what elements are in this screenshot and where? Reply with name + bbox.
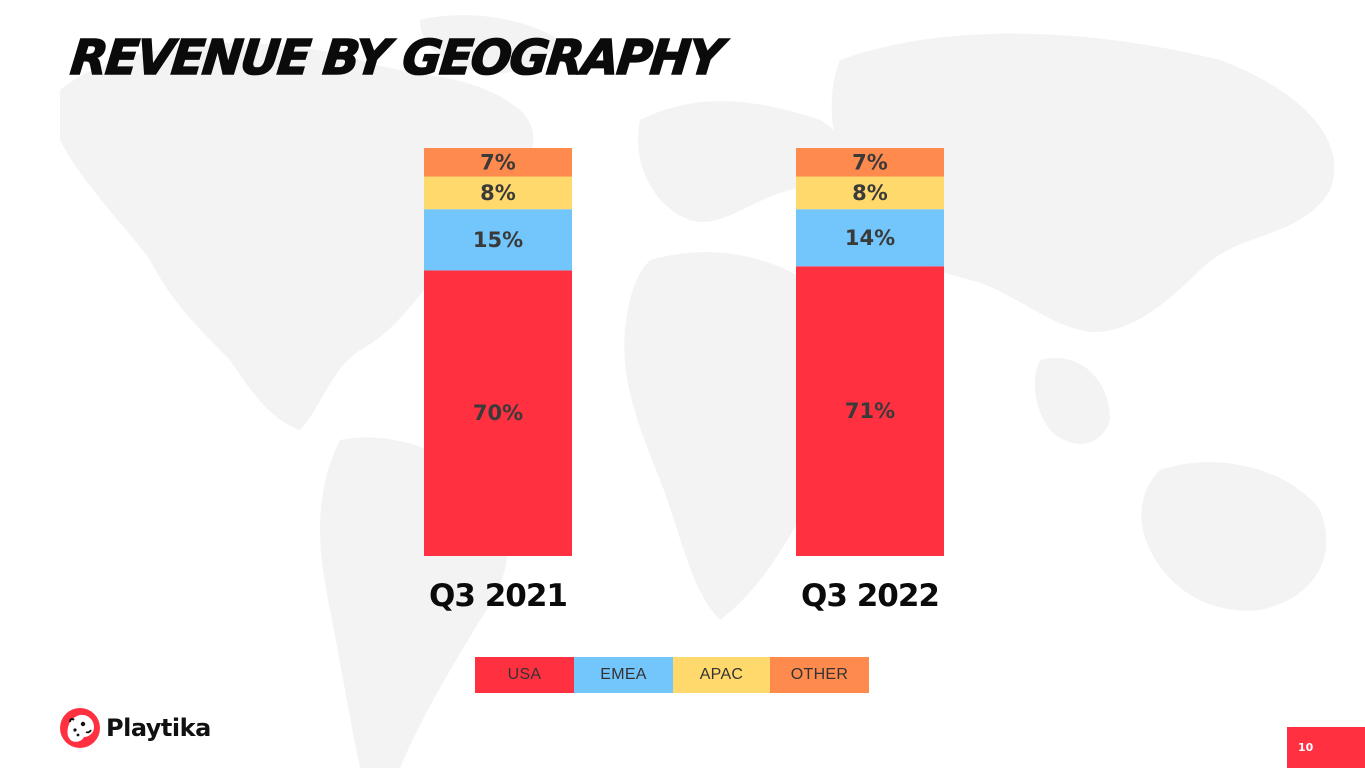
- category-label-1: Q3 2021: [429, 578, 567, 614]
- data-label-emea-2: 14%: [845, 226, 895, 250]
- data-label-other-2: 7%: [852, 150, 888, 174]
- data-label-emea-1: 15%: [473, 228, 523, 252]
- legend-item-emea: EMEA: [574, 657, 673, 693]
- bar-segment-usa-1: [424, 270, 572, 556]
- data-label-other-1: 7%: [480, 150, 516, 174]
- bar-segment-other-2: [796, 148, 944, 177]
- bar-segment-usa-2: [796, 266, 944, 556]
- bar-segment-emea-1: [424, 209, 572, 271]
- data-label-usa-2: 71%: [845, 399, 895, 423]
- data-label-apac-1: 8%: [480, 181, 516, 205]
- legend-item-other: OTHER: [770, 657, 869, 693]
- data-label-usa-1: 70%: [473, 401, 523, 425]
- chart-legend: USA EMEA APAC OTHER: [475, 657, 869, 693]
- bar-segment-apac-2: [796, 176, 944, 210]
- data-label-apac-2: 8%: [852, 181, 888, 205]
- bar-segment-apac-1: [424, 176, 572, 210]
- bar-segment-other-1: [424, 148, 572, 177]
- brand-name: Playtika: [106, 714, 211, 742]
- page-number-badge: 10: [1287, 727, 1365, 768]
- playtika-logo: Playtika: [58, 706, 211, 750]
- bar-segment-emea-2: [796, 209, 944, 267]
- legend-item-apac: APAC: [673, 657, 770, 693]
- leopard-head-icon: [60, 708, 100, 748]
- category-label-2: Q3 2022: [801, 578, 939, 614]
- legend-item-usa: USA: [475, 657, 574, 693]
